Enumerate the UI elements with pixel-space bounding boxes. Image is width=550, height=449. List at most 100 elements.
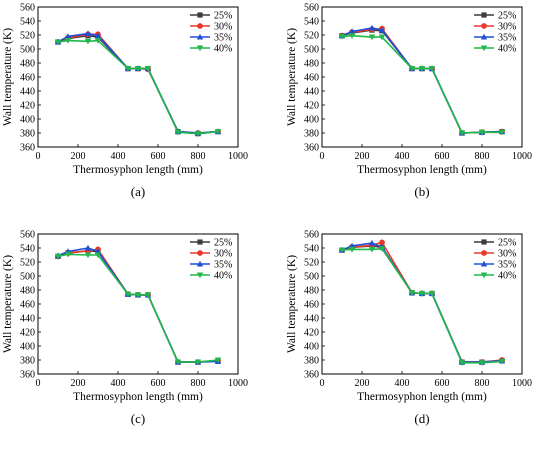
x-tick-label: 800 [191, 151, 206, 162]
legend-label: 35% [214, 33, 232, 44]
legend-marker [196, 272, 204, 279]
data-point [478, 360, 486, 366]
data-point [428, 290, 436, 297]
data-point [428, 66, 436, 72]
data-point [368, 34, 376, 41]
data-point [348, 33, 356, 39]
data-point [94, 38, 102, 44]
panel-label: (a) [131, 184, 145, 199]
chart-panel: 0 200 400 600 800 1000 360 380 400 420 440 460 480 50… [286, 3, 532, 200]
data-point [194, 131, 202, 137]
legend-marker [197, 239, 203, 245]
y-tick-label: 540 [304, 244, 319, 255]
chart-panel: 0 200 400 600 800 1000 360 380 400 420 440 460 480 50… [286, 230, 532, 427]
data-point [124, 66, 132, 72]
x-tick-label: 600 [151, 378, 166, 389]
legend-marker [480, 260, 488, 267]
series-line [57, 248, 219, 363]
y-tick-label: 420 [20, 328, 35, 339]
y-tick-label: 420 [304, 328, 319, 339]
y-tick-label: 400 [304, 115, 319, 126]
x-tick-label: 200 [355, 151, 370, 162]
legend-label: 40% [214, 271, 232, 282]
y-tick-label: 380 [20, 356, 35, 367]
data-point [84, 38, 92, 45]
data-point [54, 39, 62, 46]
series-line [57, 249, 219, 363]
series-line [341, 34, 502, 134]
y-tick-label: 440 [304, 314, 319, 325]
legend-marker [196, 45, 204, 52]
y-tick-label: 480 [20, 286, 35, 297]
data-point [408, 66, 416, 72]
y-tick-label: 520 [20, 31, 35, 42]
data-point [64, 33, 72, 39]
series-line [57, 33, 219, 134]
y-tick-label: 520 [304, 258, 319, 269]
y-tick-label: 440 [20, 87, 35, 98]
legend-marker [196, 260, 204, 267]
data-point [144, 66, 152, 72]
series-line [341, 247, 503, 364]
data-point [134, 292, 142, 299]
data-point [338, 247, 346, 254]
legend-marker [481, 250, 487, 256]
x-tick-label: 1000 [228, 151, 248, 162]
panel-label: (b) [414, 184, 429, 199]
y-tick-label: 560 [20, 230, 35, 241]
y-axis-title: Wall temperature (K) [286, 255, 298, 353]
x-tick-label: 600 [151, 151, 166, 162]
y-axis-title: Wall temperature (K) [286, 28, 298, 126]
y-tick-label: 520 [304, 31, 319, 42]
x-tick-label: 400 [395, 378, 410, 389]
y-tick-label: 540 [20, 17, 35, 28]
data-point [408, 290, 416, 296]
y-tick-label: 500 [304, 272, 319, 283]
y-tick-label: 360 [304, 370, 319, 381]
y-tick-label: 360 [304, 143, 319, 154]
x-tick-label: 400 [111, 378, 126, 389]
x-tick-label: 800 [475, 378, 490, 389]
x-tick-label: 400 [395, 151, 410, 162]
x-tick-label: 1000 [512, 151, 532, 162]
series-line [341, 27, 503, 134]
y-tick-label: 400 [20, 115, 35, 126]
data-point [64, 38, 72, 44]
legend-marker [196, 33, 204, 40]
legend-label: 30% [214, 22, 232, 33]
y-tick-label: 560 [304, 3, 319, 14]
y-tick-label: 460 [20, 300, 35, 311]
legend-marker [197, 250, 203, 256]
x-tick-label: 600 [435, 378, 450, 389]
data-point [368, 239, 376, 246]
legend-marker [481, 12, 487, 18]
x-tick-label: 400 [111, 151, 126, 162]
series-line [57, 39, 219, 135]
series-line [57, 247, 219, 363]
data-point [64, 251, 72, 258]
data-point [498, 358, 506, 365]
y-tick-label: 560 [304, 230, 319, 241]
data-point [458, 130, 466, 137]
data-point [124, 291, 132, 298]
series-line [341, 241, 503, 363]
data-point [418, 290, 426, 297]
data-point [214, 129, 222, 135]
data-point [368, 246, 376, 253]
y-tick-label: 380 [304, 356, 319, 367]
data-point [478, 129, 486, 136]
series-line [341, 29, 503, 134]
y-tick-label: 380 [20, 129, 35, 140]
x-tick-label: 0 [36, 151, 41, 162]
legend-label: 30% [214, 249, 232, 260]
x-tick-label: 200 [355, 378, 370, 389]
legend-label: 25% [214, 11, 232, 22]
y-tick-label: 480 [304, 59, 319, 70]
chart-panel: 0 200 400 600 800 1000 360 380 400 420 440 460 480 50… [2, 230, 248, 427]
series-line [57, 253, 219, 363]
data-point [338, 33, 346, 40]
x-tick-label: 0 [36, 378, 41, 389]
legend-label: 40% [214, 44, 232, 55]
x-axis-title: Thermosyphon length (mm) [73, 391, 203, 403]
